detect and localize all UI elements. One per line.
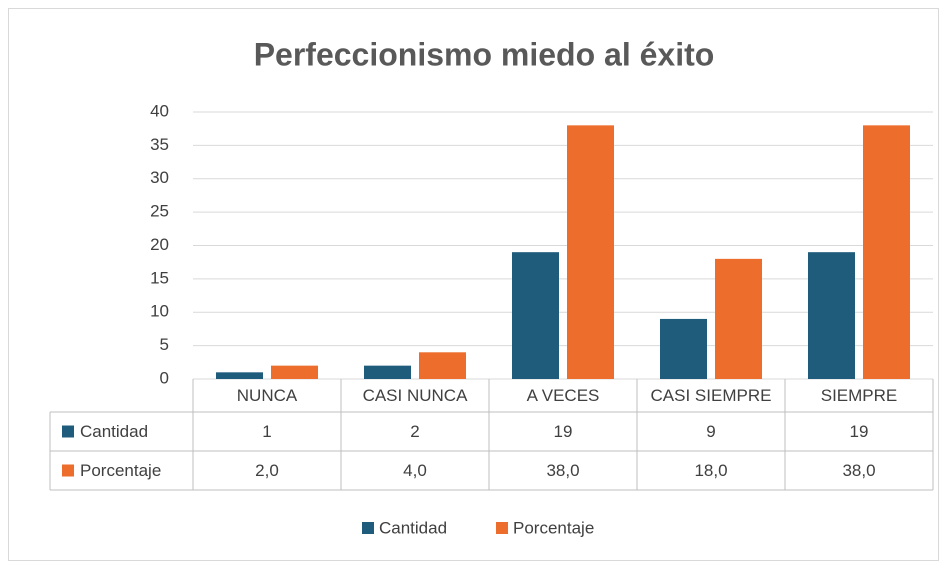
bar — [567, 125, 614, 379]
table-cell: 38,0 — [546, 461, 579, 480]
x-tick-label: NUNCA — [237, 386, 298, 405]
bar — [364, 365, 411, 379]
x-tick-label: SIEMPRE — [821, 386, 898, 405]
table-cell: 38,0 — [842, 461, 875, 480]
bar — [271, 365, 318, 379]
y-tick-label: 10 — [150, 302, 169, 321]
bar — [808, 252, 855, 379]
y-tick-label: 20 — [150, 235, 169, 254]
y-tick-label: 15 — [150, 268, 169, 287]
y-tick-label: 25 — [150, 202, 169, 221]
legend-key — [496, 522, 508, 534]
table-legend-key — [62, 425, 74, 438]
y-tick-label: 30 — [150, 168, 169, 187]
legend-label: Porcentaje — [513, 518, 594, 537]
bar — [715, 258, 762, 379]
table-cell: 19 — [850, 422, 869, 441]
table-legend-key — [62, 464, 74, 477]
table-cell: 19 — [554, 422, 573, 441]
bar — [419, 352, 466, 379]
table-cell: 2,0 — [255, 461, 279, 480]
bar — [660, 318, 707, 379]
y-tick-label: 5 — [160, 335, 169, 354]
table-cell: 1 — [262, 422, 271, 441]
y-tick-label: 35 — [150, 135, 169, 154]
table-cell: 2 — [410, 422, 419, 441]
bar — [512, 252, 559, 379]
y-tick-label: 0 — [160, 368, 169, 387]
x-tick-label: CASI NUNCA — [363, 386, 469, 405]
bar — [216, 372, 263, 379]
legend-key — [362, 522, 374, 534]
table-cell: 9 — [706, 422, 715, 441]
x-tick-label: A VECES — [527, 386, 600, 405]
legend-label: Cantidad — [379, 518, 447, 537]
y-tick-label: 40 — [150, 101, 169, 120]
table-row-label: Porcentaje — [80, 461, 161, 480]
chart-title: Perfeccionismo miedo al éxito — [254, 36, 715, 72]
bar — [863, 125, 910, 379]
x-tick-label: CASI SIEMPRE — [651, 386, 772, 405]
chart-border — [8, 8, 939, 561]
table-cell: 18,0 — [694, 461, 727, 480]
table-row-label: Cantidad — [80, 422, 148, 441]
table-cell: 4,0 — [403, 461, 427, 480]
